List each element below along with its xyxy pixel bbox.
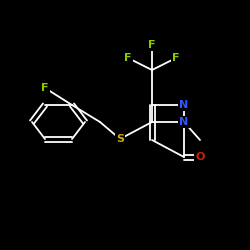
Text: F: F [124,53,132,63]
Text: N: N [180,117,189,127]
Text: F: F [148,40,156,50]
Text: N: N [180,100,189,110]
Text: F: F [172,53,180,63]
Text: O: O [195,152,205,162]
Text: F: F [41,83,49,93]
Text: S: S [116,134,124,144]
